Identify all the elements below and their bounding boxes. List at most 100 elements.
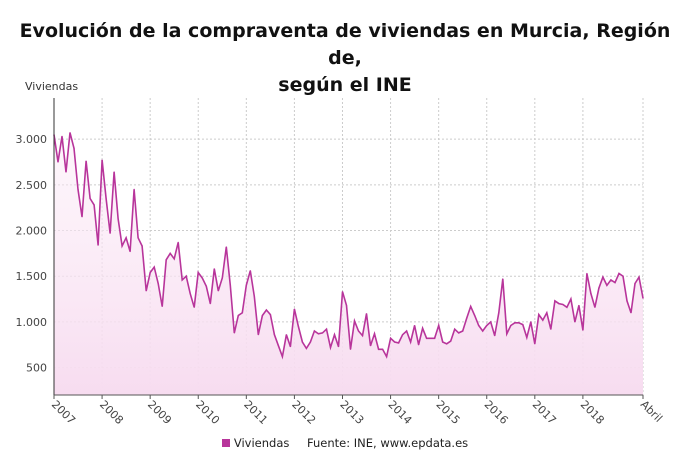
data-point (269, 313, 271, 316)
data-point (510, 324, 512, 327)
title-line-1: Evolución de la compraventa de viviendas… (19, 20, 671, 69)
data-point (622, 275, 624, 277)
x-tick-label: Abril (638, 398, 665, 425)
data-point (201, 277, 203, 279)
data-point (638, 276, 640, 278)
data-point (430, 337, 432, 339)
chart-title: Evolución de la compraventa de viviendas… (0, 18, 690, 99)
data-point (442, 341, 444, 343)
data-point (105, 197, 107, 200)
data-point (369, 345, 372, 347)
data-point (237, 314, 239, 317)
data-point (478, 324, 480, 327)
data-point (494, 335, 496, 337)
data-point (418, 344, 420, 346)
data-point (209, 303, 211, 305)
data-point (393, 341, 396, 343)
data-point (81, 216, 83, 218)
data-point (506, 333, 508, 335)
data-point (426, 337, 428, 339)
data-point (125, 237, 127, 239)
data-point (213, 268, 215, 270)
data-point (225, 246, 227, 248)
x-tick-label: 2008 (97, 398, 126, 427)
data-point (249, 270, 251, 272)
data-point (498, 312, 500, 314)
data-point (161, 305, 163, 307)
data-point (357, 330, 360, 332)
data-point (317, 333, 320, 335)
data-point (281, 356, 283, 358)
x-tick-label: 2015 (434, 398, 463, 427)
x-tick-label: 2012 (289, 398, 318, 427)
data-point (205, 285, 207, 287)
data-point (618, 272, 620, 275)
data-point (554, 300, 556, 302)
data-point (606, 284, 608, 286)
series-line (53, 132, 644, 360)
data-point (530, 321, 532, 323)
data-point (361, 335, 364, 337)
data-point (165, 259, 167, 261)
data-point (614, 281, 616, 284)
legend-swatch (221, 439, 230, 447)
data-point (253, 295, 255, 297)
data-point (586, 272, 588, 275)
data-point (578, 304, 580, 307)
data-point (117, 218, 119, 220)
data-point (257, 334, 259, 336)
data-point (73, 147, 75, 149)
x-tick-label: 2014 (385, 398, 414, 427)
data-point (185, 275, 187, 277)
data-point (502, 278, 504, 280)
data-point (333, 334, 336, 336)
series-area (54, 132, 643, 395)
y-tick-label: 1.500 (16, 270, 48, 283)
data-point (422, 327, 424, 329)
data-point (474, 314, 476, 317)
data-point (137, 237, 139, 239)
data-point (550, 328, 552, 330)
data-point (486, 324, 488, 327)
data-point (534, 343, 536, 345)
data-point (85, 160, 87, 162)
data-point (630, 312, 632, 314)
data-point (61, 135, 63, 137)
data-point (121, 245, 123, 247)
y-tick-label: 1.000 (16, 316, 48, 329)
y-tick-label: 3.000 (16, 133, 48, 146)
data-point (582, 329, 584, 331)
data-point (241, 312, 243, 314)
data-point (129, 250, 131, 253)
data-point (297, 325, 300, 328)
data-point (365, 313, 368, 315)
data-point (522, 324, 524, 326)
data-point (470, 305, 472, 307)
y-tick-label: 2.500 (16, 179, 48, 192)
data-point (345, 304, 348, 307)
data-point (454, 328, 456, 330)
data-point (169, 252, 171, 254)
data-point (141, 245, 143, 247)
data-point (109, 232, 111, 234)
data-point (626, 300, 628, 302)
data-point (77, 188, 79, 190)
data-point (538, 313, 540, 316)
data-point (410, 341, 412, 343)
data-point (305, 347, 308, 349)
data-point (526, 336, 528, 339)
data-point (381, 348, 384, 350)
data-point (349, 348, 352, 350)
data-point (634, 282, 636, 285)
data-point (93, 204, 95, 206)
data-point (341, 291, 344, 293)
data-point (65, 171, 67, 173)
data-point (458, 332, 460, 334)
data-point (277, 345, 279, 347)
data-point (273, 334, 275, 336)
data-point (217, 290, 219, 292)
data-point (642, 297, 644, 299)
data-point (89, 197, 91, 200)
data-point (389, 337, 392, 339)
